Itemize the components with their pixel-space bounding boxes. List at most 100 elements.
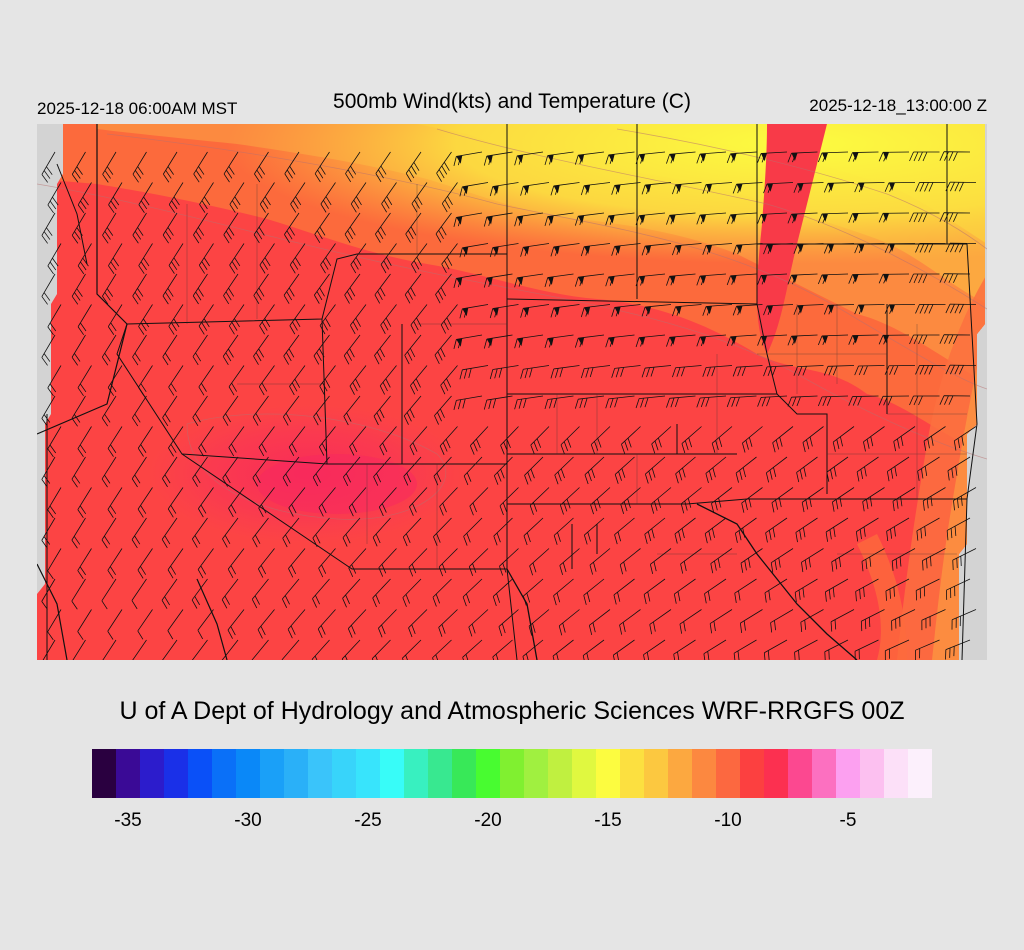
wind-barb [492,578,513,606]
wind-barb [757,273,788,285]
wind-barb [702,304,733,316]
wind-barb [530,426,550,455]
wind-barb [284,151,300,183]
wind-barb [47,487,62,519]
wind-barb [258,487,275,517]
colorbar-swatch [428,749,452,798]
wind-barb [193,212,208,244]
wind-barb [375,212,391,243]
wind-barb [560,426,580,455]
wind-barb [855,578,879,602]
wind-barb [408,548,428,577]
wind-barb [739,609,763,633]
wind-barb [612,639,635,660]
wind-barb [101,334,117,366]
wind-barb [374,334,391,365]
valid-time-utc: 2025-12-18_13:00:00 Z [809,96,987,115]
wind-barb [582,639,605,660]
wind-barb [222,517,239,548]
wind-barb [71,639,86,660]
wind-barb [520,182,550,196]
wind-barb [765,456,788,483]
colorbar-swatch [908,749,932,798]
colorbar-swatch [692,749,716,798]
wind-barb [763,304,794,316]
wind-barb [379,426,397,456]
wind-barb [831,548,855,572]
wind-barb [319,304,336,335]
wind-barb [191,517,208,548]
wind-barb [489,365,519,380]
wind-barb [704,578,727,604]
wind-barb [253,273,269,305]
wind-barb [198,487,214,518]
wind-barb [197,609,214,640]
wind-barb [823,243,855,254]
wind-barb [433,456,452,486]
wind-barb [696,151,727,164]
wind-barb [47,548,62,580]
wind-barb [559,548,580,576]
wind-barb [672,182,702,195]
wind-barb [489,182,519,197]
wind-barb [350,304,367,335]
wind-barb [854,243,885,254]
wind-barb [71,212,86,244]
colorbar-tick-label: -25 [354,810,382,831]
wind-barb [620,487,641,515]
wind-barb [373,456,391,486]
wind-barb [162,273,178,305]
wind-barb [787,395,818,407]
wind-barb [885,578,910,601]
wind-barb [108,182,123,214]
wind-barb [168,426,184,457]
wind-barb [763,243,794,255]
wind-barb [222,334,239,366]
wind-barb [732,243,763,255]
wind-barb [229,182,245,213]
wind-barb [651,426,672,454]
wind-barb [793,304,824,315]
wind-barb [77,548,92,579]
wind-barb [453,212,483,227]
temperature-contours [37,128,987,520]
wind-barb [107,609,123,640]
county-lines [186,184,967,569]
wind-barb [41,151,56,183]
wind-barb [550,304,580,318]
wind-barb [162,395,178,427]
colorbar-tick-label: -30 [234,810,262,831]
wind-barb [411,182,428,213]
wind-barb [344,212,361,243]
wind-barb [878,334,910,345]
wind-barb [221,639,239,660]
wind-barb [440,365,458,395]
colorbar-swatch [668,749,692,798]
wind-barb [884,639,910,660]
wind-barb [951,609,977,630]
wind-barb [817,334,849,346]
wind-barb [619,548,641,575]
wind-barb [696,273,727,286]
wind-barb [787,151,818,163]
wind-barb [41,456,56,488]
wind-barb [41,273,56,305]
wind-barb [523,517,544,546]
wind-barb [825,517,849,542]
wind-barb [168,365,184,396]
wind-barb [801,548,824,573]
wind-barb [499,548,519,576]
wind-barb [344,273,361,304]
wind-barb [915,304,946,314]
wind-barb [41,212,56,244]
wind-barb [574,395,605,409]
wind-barb [162,212,178,244]
colorbar-tick-label: -35 [114,810,142,831]
wind-barb [198,365,214,396]
wind-barb [432,639,452,660]
wind-barb [436,151,452,182]
wind-barb [817,151,849,163]
wind-barb [945,364,977,375]
weather-map [37,124,987,660]
wind-barb [434,334,452,365]
